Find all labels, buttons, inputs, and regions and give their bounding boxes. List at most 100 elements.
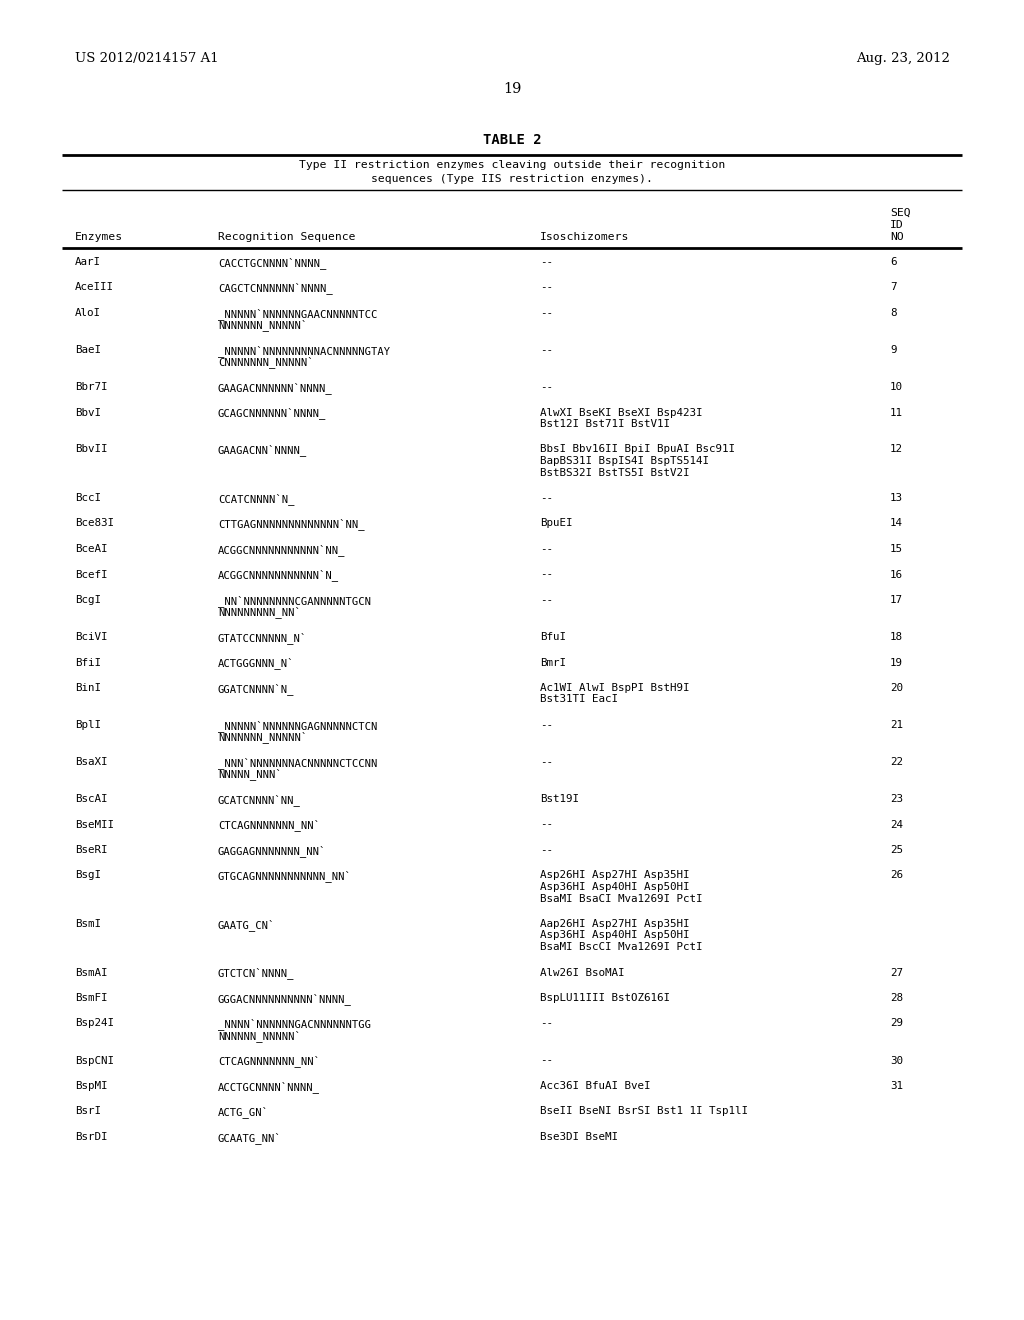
Text: BsaXI: BsaXI	[75, 756, 108, 767]
Text: BsrDI: BsrDI	[75, 1133, 108, 1142]
Text: --: --	[540, 1056, 553, 1065]
Text: Aug. 23, 2012: Aug. 23, 2012	[856, 51, 950, 65]
Text: 20: 20	[890, 682, 903, 693]
Text: ACTG_GN`: ACTG_GN`	[218, 1106, 269, 1118]
Text: ID: ID	[890, 220, 904, 230]
Text: --: --	[540, 257, 553, 267]
Text: Bce83I: Bce83I	[75, 519, 114, 528]
Text: Alw26I BsoMAI: Alw26I BsoMAI	[540, 968, 625, 978]
Text: GAAGACNNNNNN`NNNN_: GAAGACNNNNNN`NNNN_	[218, 381, 333, 393]
Text: --: --	[540, 345, 553, 355]
Text: BseRI: BseRI	[75, 845, 108, 855]
Text: BccI: BccI	[75, 492, 101, 503]
Text: 21: 21	[890, 719, 903, 730]
Text: BbvI: BbvI	[75, 408, 101, 417]
Text: 14: 14	[890, 519, 903, 528]
Text: 27: 27	[890, 968, 903, 978]
Text: SEQ: SEQ	[890, 209, 910, 218]
Text: _NNNN`NNNNNNGACNNNNNNTGG: _NNNN`NNNNNNGACNNNNNNTGG	[218, 1019, 371, 1031]
Text: BceAI: BceAI	[75, 544, 108, 554]
Text: Bst19I: Bst19I	[540, 795, 579, 804]
Text: BcefI: BcefI	[75, 569, 108, 579]
Text: AloI: AloI	[75, 308, 101, 318]
Text: 16: 16	[890, 569, 903, 579]
Text: ACGGCNNNNNNNNNNN`NN_: ACGGCNNNNNNNNNNN`NN_	[218, 544, 345, 556]
Text: NO: NO	[890, 232, 904, 242]
Text: BplI: BplI	[75, 719, 101, 730]
Text: Aap26HI Asp27HI Asp35HI: Aap26HI Asp27HI Asp35HI	[540, 919, 689, 929]
Text: AceIII: AceIII	[75, 282, 114, 293]
Text: CTCAGNNNNNNN_NN`: CTCAGNNNNNNN_NN`	[218, 820, 319, 832]
Text: 30: 30	[890, 1056, 903, 1065]
Text: 19: 19	[890, 657, 903, 668]
Text: BsrI: BsrI	[75, 1106, 101, 1117]
Text: CACCTGCNNNN`NNNN_: CACCTGCNNNN`NNNN_	[218, 257, 327, 269]
Text: BsaMI BsaCI Mva1269I PctI: BsaMI BsaCI Mva1269I PctI	[540, 894, 702, 903]
Text: GGATCNNNN`N_: GGATCNNNN`N_	[218, 682, 295, 694]
Text: _NNNNN`NNNNNNGAGNNNNNCTCN: _NNNNN`NNNNNNGAGNNNNNCTCN	[218, 719, 378, 731]
Text: _NNNNN`NNNNNNGAACNNNNNTCC: _NNNNN`NNNNNNGAACNNNNNTCC	[218, 308, 378, 319]
Text: GCATCNNNN`NN_: GCATCNNNN`NN_	[218, 795, 301, 807]
Text: ACCTGCNNNN`NNNN_: ACCTGCNNNN`NNNN_	[218, 1081, 319, 1093]
Text: Bst12I Bst71I BstV1I: Bst12I Bst71I BstV1I	[540, 418, 670, 429]
Text: TABLE 2: TABLE 2	[482, 133, 542, 147]
Text: BinI: BinI	[75, 682, 101, 693]
Text: BapBS31I BspIS4I BspTS514I: BapBS31I BspIS4I BspTS514I	[540, 455, 709, 466]
Text: BmrI: BmrI	[540, 657, 566, 668]
Text: 10: 10	[890, 381, 903, 392]
Text: BsmAI: BsmAI	[75, 968, 108, 978]
Text: 23: 23	[890, 795, 903, 804]
Text: Recognition Sequence: Recognition Sequence	[218, 232, 355, 242]
Text: Isoschizomers: Isoschizomers	[540, 232, 630, 242]
Text: 28: 28	[890, 993, 903, 1003]
Text: BfiI: BfiI	[75, 657, 101, 668]
Text: BseMII: BseMII	[75, 820, 114, 829]
Text: NNNNNNN_NNNNN`: NNNNNNN_NNNNN`	[218, 731, 307, 743]
Text: BseII BseNI BsrSI Bst1 1I Tsp1lI: BseII BseNI BsrSI Bst1 1I Tsp1lI	[540, 1106, 748, 1117]
Text: BspMI: BspMI	[75, 1081, 108, 1092]
Text: NNNNNN_NNNNN`: NNNNNN_NNNNN`	[218, 1030, 301, 1041]
Text: Asp36HI Asp40HI Asp50HI: Asp36HI Asp40HI Asp50HI	[540, 882, 689, 892]
Text: 31: 31	[890, 1081, 903, 1092]
Text: NNNNNNNNN_NN`: NNNNNNNNN_NN`	[218, 606, 301, 618]
Text: --: --	[540, 544, 553, 554]
Text: 8: 8	[890, 308, 896, 318]
Text: 18: 18	[890, 632, 903, 642]
Text: GAGGAGNNNNNNN_NN`: GAGGAGNNNNNNN_NN`	[218, 845, 327, 857]
Text: Bst31TI EacI: Bst31TI EacI	[540, 694, 618, 705]
Text: Acc36I BfuAI BveI: Acc36I BfuAI BveI	[540, 1081, 650, 1092]
Text: 22: 22	[890, 756, 903, 767]
Text: BsmI: BsmI	[75, 919, 101, 929]
Text: --: --	[540, 308, 553, 318]
Text: Ac1WI AlwI BspPI BstH9I: Ac1WI AlwI BspPI BstH9I	[540, 682, 689, 693]
Text: 6: 6	[890, 257, 896, 267]
Text: CAGCTCNNNNNN`NNNN_: CAGCTCNNNNNN`NNNN_	[218, 282, 333, 294]
Text: CTCAGNNNNNNN_NN`: CTCAGNNNNNNN_NN`	[218, 1056, 319, 1068]
Text: NNNNNNN_NNNNN`: NNNNNNN_NNNNN`	[218, 319, 307, 331]
Text: GTATCCNNNNN_N`: GTATCCNNNNN_N`	[218, 632, 307, 644]
Text: BscAI: BscAI	[75, 795, 108, 804]
Text: BsmFI: BsmFI	[75, 993, 108, 1003]
Text: 17: 17	[890, 595, 903, 605]
Text: AarI: AarI	[75, 257, 101, 267]
Text: --: --	[540, 820, 553, 829]
Text: Asp36HI Asp40HI Asp50HI: Asp36HI Asp40HI Asp50HI	[540, 931, 689, 940]
Text: BspLU11III BstOZ616I: BspLU11III BstOZ616I	[540, 993, 670, 1003]
Text: ACTGGGNNN_N`: ACTGGGNNN_N`	[218, 657, 295, 669]
Text: 19: 19	[503, 82, 521, 96]
Text: 24: 24	[890, 820, 903, 829]
Text: 26: 26	[890, 870, 903, 880]
Text: Bse3DI BseMI: Bse3DI BseMI	[540, 1133, 618, 1142]
Text: 29: 29	[890, 1019, 903, 1028]
Text: _NN`NNNNNNNNCGANNNNNTGCN: _NN`NNNNNNNNCGANNNNNTGCN	[218, 595, 371, 607]
Text: Asp26HI Asp27HI Asp35HI: Asp26HI Asp27HI Asp35HI	[540, 870, 689, 880]
Text: BbsI Bbv16II BpiI BpuAI Bsc91I: BbsI Bbv16II BpiI BpuAI Bsc91I	[540, 445, 735, 454]
Text: _NNN`NNNNNNNACNNNNNCTCCNN: _NNN`NNNNNNNACNNNNNCTCCNN	[218, 756, 378, 770]
Text: --: --	[540, 282, 553, 293]
Text: --: --	[540, 381, 553, 392]
Text: --: --	[540, 595, 553, 605]
Text: --: --	[540, 719, 553, 730]
Text: 25: 25	[890, 845, 903, 855]
Text: 15: 15	[890, 544, 903, 554]
Text: BstBS32I BstTS5I BstV2I: BstBS32I BstTS5I BstV2I	[540, 467, 689, 478]
